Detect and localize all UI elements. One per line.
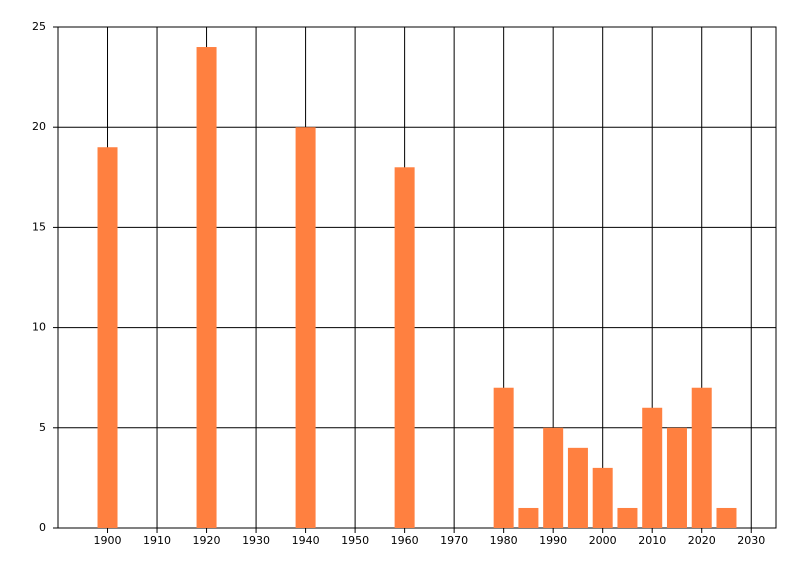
x-tick-label: 1940 (292, 534, 320, 547)
x-tick-label: 2000 (589, 534, 617, 547)
y-tick-label: 25 (32, 20, 46, 33)
x-tick-label: 1910 (143, 534, 171, 547)
y-tick-label: 20 (32, 120, 46, 133)
x-tick-label: 1920 (193, 534, 221, 547)
bar (617, 507, 638, 528)
bar (97, 147, 118, 529)
x-tick-label: 1930 (242, 534, 270, 547)
bar (592, 467, 613, 528)
y-tick-label: 5 (39, 421, 46, 434)
bar (642, 407, 663, 528)
bar (543, 427, 564, 528)
bar (666, 427, 687, 528)
bar (691, 387, 712, 528)
y-tick-label: 15 (32, 220, 46, 233)
x-tick-label: 1980 (490, 534, 518, 547)
x-tick-label: 2030 (737, 534, 765, 547)
bar (196, 47, 217, 528)
bar (394, 167, 415, 528)
bar (493, 387, 514, 528)
x-tick-label: 1900 (94, 534, 122, 547)
x-tick-label: 1990 (539, 534, 567, 547)
plot-border (57, 26, 777, 529)
x-tick-label: 2010 (638, 534, 666, 547)
y-tick-label: 10 (32, 321, 46, 334)
x-tick-label: 1960 (391, 534, 419, 547)
bar (567, 447, 588, 528)
x-tick-label: 1970 (440, 534, 468, 547)
y-tick-label: 0 (39, 521, 46, 534)
x-tick-label: 1950 (341, 534, 369, 547)
bar (295, 127, 316, 528)
bar (716, 507, 737, 528)
x-tick-label: 2020 (688, 534, 716, 547)
bar (518, 507, 539, 528)
